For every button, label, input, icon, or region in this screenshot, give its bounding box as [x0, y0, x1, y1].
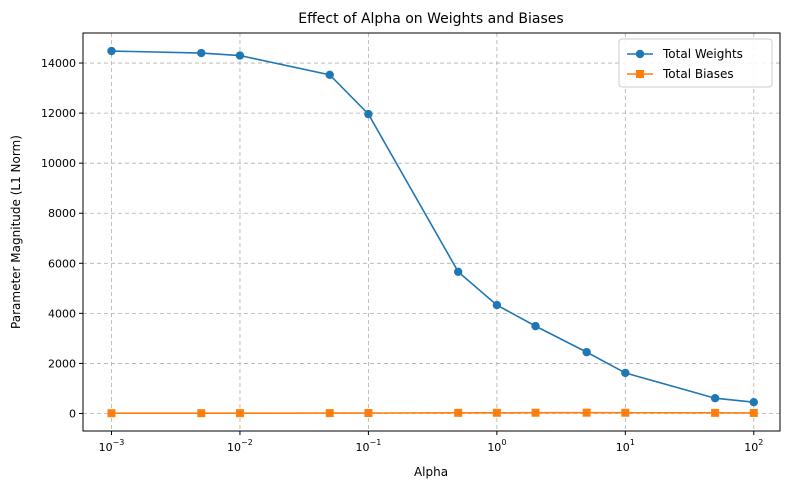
data-point — [325, 409, 334, 418]
y-tick-label: 6000 — [48, 257, 76, 270]
chart-title: Effect of Alpha on Weights and Biases — [298, 11, 563, 27]
series-line — [111, 411, 754, 415]
legend-box — [618, 38, 773, 88]
x-tick-label: 100 — [487, 438, 506, 454]
data-point — [197, 409, 206, 418]
series-layer — [107, 46, 758, 418]
data-point — [492, 300, 502, 310]
series-line — [111, 50, 754, 404]
y-axis: 0 2000 4000 6000 8000 10000 12000 14000 — [41, 57, 83, 420]
data-point — [710, 394, 720, 403]
data-point — [235, 409, 244, 418]
x-tick-label: 10−3 — [99, 438, 125, 454]
data-point — [235, 51, 245, 60]
data-point — [582, 347, 591, 357]
x-tick-label: 10−1 — [356, 438, 382, 454]
x-tick-label: 101 — [616, 438, 635, 454]
y-tick-label: 2000 — [48, 357, 76, 370]
y-tick-label: 10000 — [41, 157, 76, 170]
legend: Total Weights Total Biases — [618, 38, 773, 88]
data-point — [749, 398, 758, 407]
data-point — [749, 408, 758, 417]
x-tick-label: 10−2 — [227, 438, 253, 454]
data-point — [621, 368, 630, 378]
legend-item: Total Biases — [627, 67, 734, 81]
data-point — [453, 267, 463, 276]
legend-item: Total Weights — [627, 47, 743, 61]
grid — [83, 33, 780, 431]
legend-label: Total Weights — [662, 47, 743, 61]
data-point — [364, 409, 373, 418]
data-point — [492, 408, 501, 417]
data-point — [531, 321, 540, 331]
y-tick-label: 4000 — [48, 307, 76, 320]
data-point — [325, 70, 334, 80]
y-tick-label: 12000 — [41, 107, 76, 120]
plot-frame — [82, 32, 781, 432]
x-axis-label: Alpha — [414, 465, 448, 479]
series-1 — [107, 408, 758, 418]
legend-label: Total Biases — [662, 67, 734, 81]
data-point — [364, 109, 373, 119]
y-tick-label: 14000 — [41, 57, 76, 70]
legend-marker — [636, 70, 644, 78]
data-point — [107, 46, 116, 56]
data-point — [582, 408, 591, 417]
y-tick-label: 8000 — [48, 207, 76, 220]
legend-marker — [635, 49, 645, 59]
series-0 — [107, 46, 758, 407]
y-tick-label: 0 — [69, 407, 76, 420]
data-point — [197, 48, 206, 58]
x-tick-label: 102 — [744, 438, 763, 454]
y-axis-label: Parameter Magnitude (L1 Norm) — [9, 135, 23, 329]
data-point — [107, 409, 116, 418]
data-point — [531, 408, 540, 417]
x-axis: 10−3 10−2 10−1 100 101 102 — [99, 431, 763, 454]
data-point — [621, 408, 630, 417]
data-point — [711, 408, 720, 417]
data-point — [454, 408, 463, 417]
